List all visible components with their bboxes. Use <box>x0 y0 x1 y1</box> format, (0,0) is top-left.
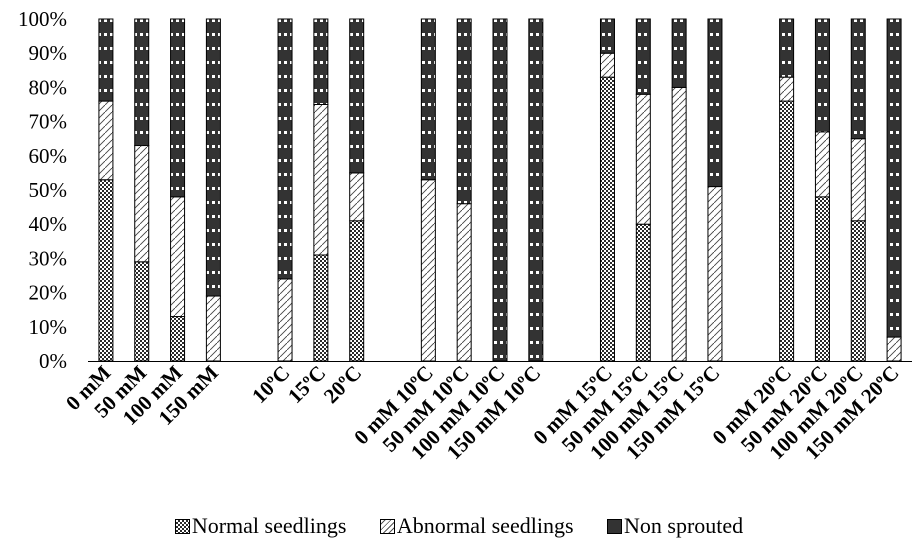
bar-segment-normal-seedlings <box>134 261 150 362</box>
bar-segment-abnormal-seedlings <box>456 203 472 362</box>
legend-label-non-sprouted: Non sprouted <box>624 512 744 538</box>
bar-segment-abnormal-seedlings <box>814 131 830 198</box>
x-category-label: 20ºC <box>319 361 366 408</box>
legend-label-abnormal: Abnormal seedlings <box>396 512 574 538</box>
bar-segment-non-sprouted <box>313 18 329 105</box>
bar-segment-normal-seedlings <box>98 179 114 362</box>
bar-segment-non-sprouted <box>205 18 221 297</box>
legend-item-normal-seedlings: Normal seedlings <box>174 512 347 539</box>
bar-segment-abnormal-seedlings <box>707 186 723 362</box>
y-tick-label: 100% <box>18 7 67 31</box>
y-tick-label: 60% <box>29 144 68 168</box>
bar-segment-abnormal-seedlings <box>850 138 866 222</box>
bar-segment-non-sprouted <box>779 18 795 78</box>
bar-segment-normal-seedlings <box>313 254 329 362</box>
y-tick-label: 0% <box>39 349 67 373</box>
bar-segment-normal-seedlings <box>814 196 830 362</box>
x-category-label: 15ºC <box>283 361 330 408</box>
bar-segment-non-sprouted <box>814 18 830 133</box>
y-tick-label: 70% <box>29 110 68 134</box>
legend-item-abnormal-seedlings: Abnormal seedlings <box>379 512 574 539</box>
y-tick-label: 30% <box>29 246 68 270</box>
bar-segment-normal-seedlings <box>779 100 795 362</box>
y-tick-label: 50% <box>29 178 68 202</box>
bar-segment-abnormal-seedlings <box>349 172 365 222</box>
y-tick-label: 40% <box>29 212 68 236</box>
legend-swatch-abnormal <box>379 518 395 534</box>
bar-segment-abnormal-seedlings <box>134 145 150 263</box>
bar-segment-non-sprouted <box>98 18 114 102</box>
bar-segment-normal-seedlings <box>635 223 651 362</box>
bar-segment-non-sprouted <box>492 18 508 362</box>
legend-swatch-normal <box>174 518 190 534</box>
bar-segment-non-sprouted <box>420 18 436 181</box>
y-tick-label: 10% <box>29 315 68 339</box>
y-tick-label: 80% <box>29 75 68 99</box>
x-category-label: 10ºC <box>247 361 294 408</box>
bar-segment-non-sprouted <box>528 18 544 362</box>
bar-segment-abnormal-seedlings <box>671 86 687 362</box>
legend-label-normal: Normal seedlings <box>191 512 347 538</box>
legend-item-non-sprouted: Non sprouted <box>607 513 743 539</box>
legend: Normal seedlings Abnormal seedlings Non … <box>0 511 918 539</box>
bars <box>98 18 902 362</box>
bar-segment-abnormal-seedlings <box>170 196 186 318</box>
y-tick-label: 90% <box>29 41 68 65</box>
bar-segment-normal-seedlings <box>170 316 186 362</box>
bar-segment-abnormal-seedlings <box>98 100 114 181</box>
bar-segment-normal-seedlings <box>599 76 615 362</box>
bar-segment-abnormal-seedlings <box>886 336 902 362</box>
bar-segment-non-sprouted <box>134 18 150 147</box>
bar-segment-abnormal-seedlings <box>779 76 795 102</box>
stacked-bar-chart: 0% 10% 20% 30% 40% 50% 60% 70% 80% 90% 100% 0 mM50… <box>18 7 912 464</box>
bar-segment-normal-seedlings <box>349 220 365 362</box>
legend-swatch-non-sprouted <box>607 518 623 534</box>
bar-segment-non-sprouted <box>456 18 472 205</box>
bar-segment-non-sprouted <box>886 18 902 338</box>
bar-segment-abnormal-seedlings <box>205 295 221 362</box>
bar-segment-non-sprouted <box>277 18 293 280</box>
bar-segment-non-sprouted <box>349 18 365 174</box>
y-tick-label: 20% <box>29 281 68 305</box>
bar-segment-non-sprouted <box>170 18 186 198</box>
bar-segment-abnormal-seedlings <box>277 278 293 362</box>
bar-segment-non-sprouted <box>707 18 723 188</box>
bar-segment-non-sprouted <box>671 18 687 88</box>
bar-segment-abnormal-seedlings <box>420 179 436 362</box>
bar-segment-normal-seedlings <box>850 220 866 362</box>
bar-segment-non-sprouted <box>635 18 651 95</box>
y-axis: 0% 10% 20% 30% 40% 50% 60% 70% 80% 90% 100% <box>18 7 67 373</box>
bar-segment-non-sprouted <box>850 18 866 140</box>
bar-segment-abnormal-seedlings <box>599 52 615 78</box>
bar-segment-abnormal-seedlings <box>635 93 651 225</box>
bar-segment-abnormal-seedlings <box>313 104 329 256</box>
bar-segment-non-sprouted <box>599 18 615 54</box>
